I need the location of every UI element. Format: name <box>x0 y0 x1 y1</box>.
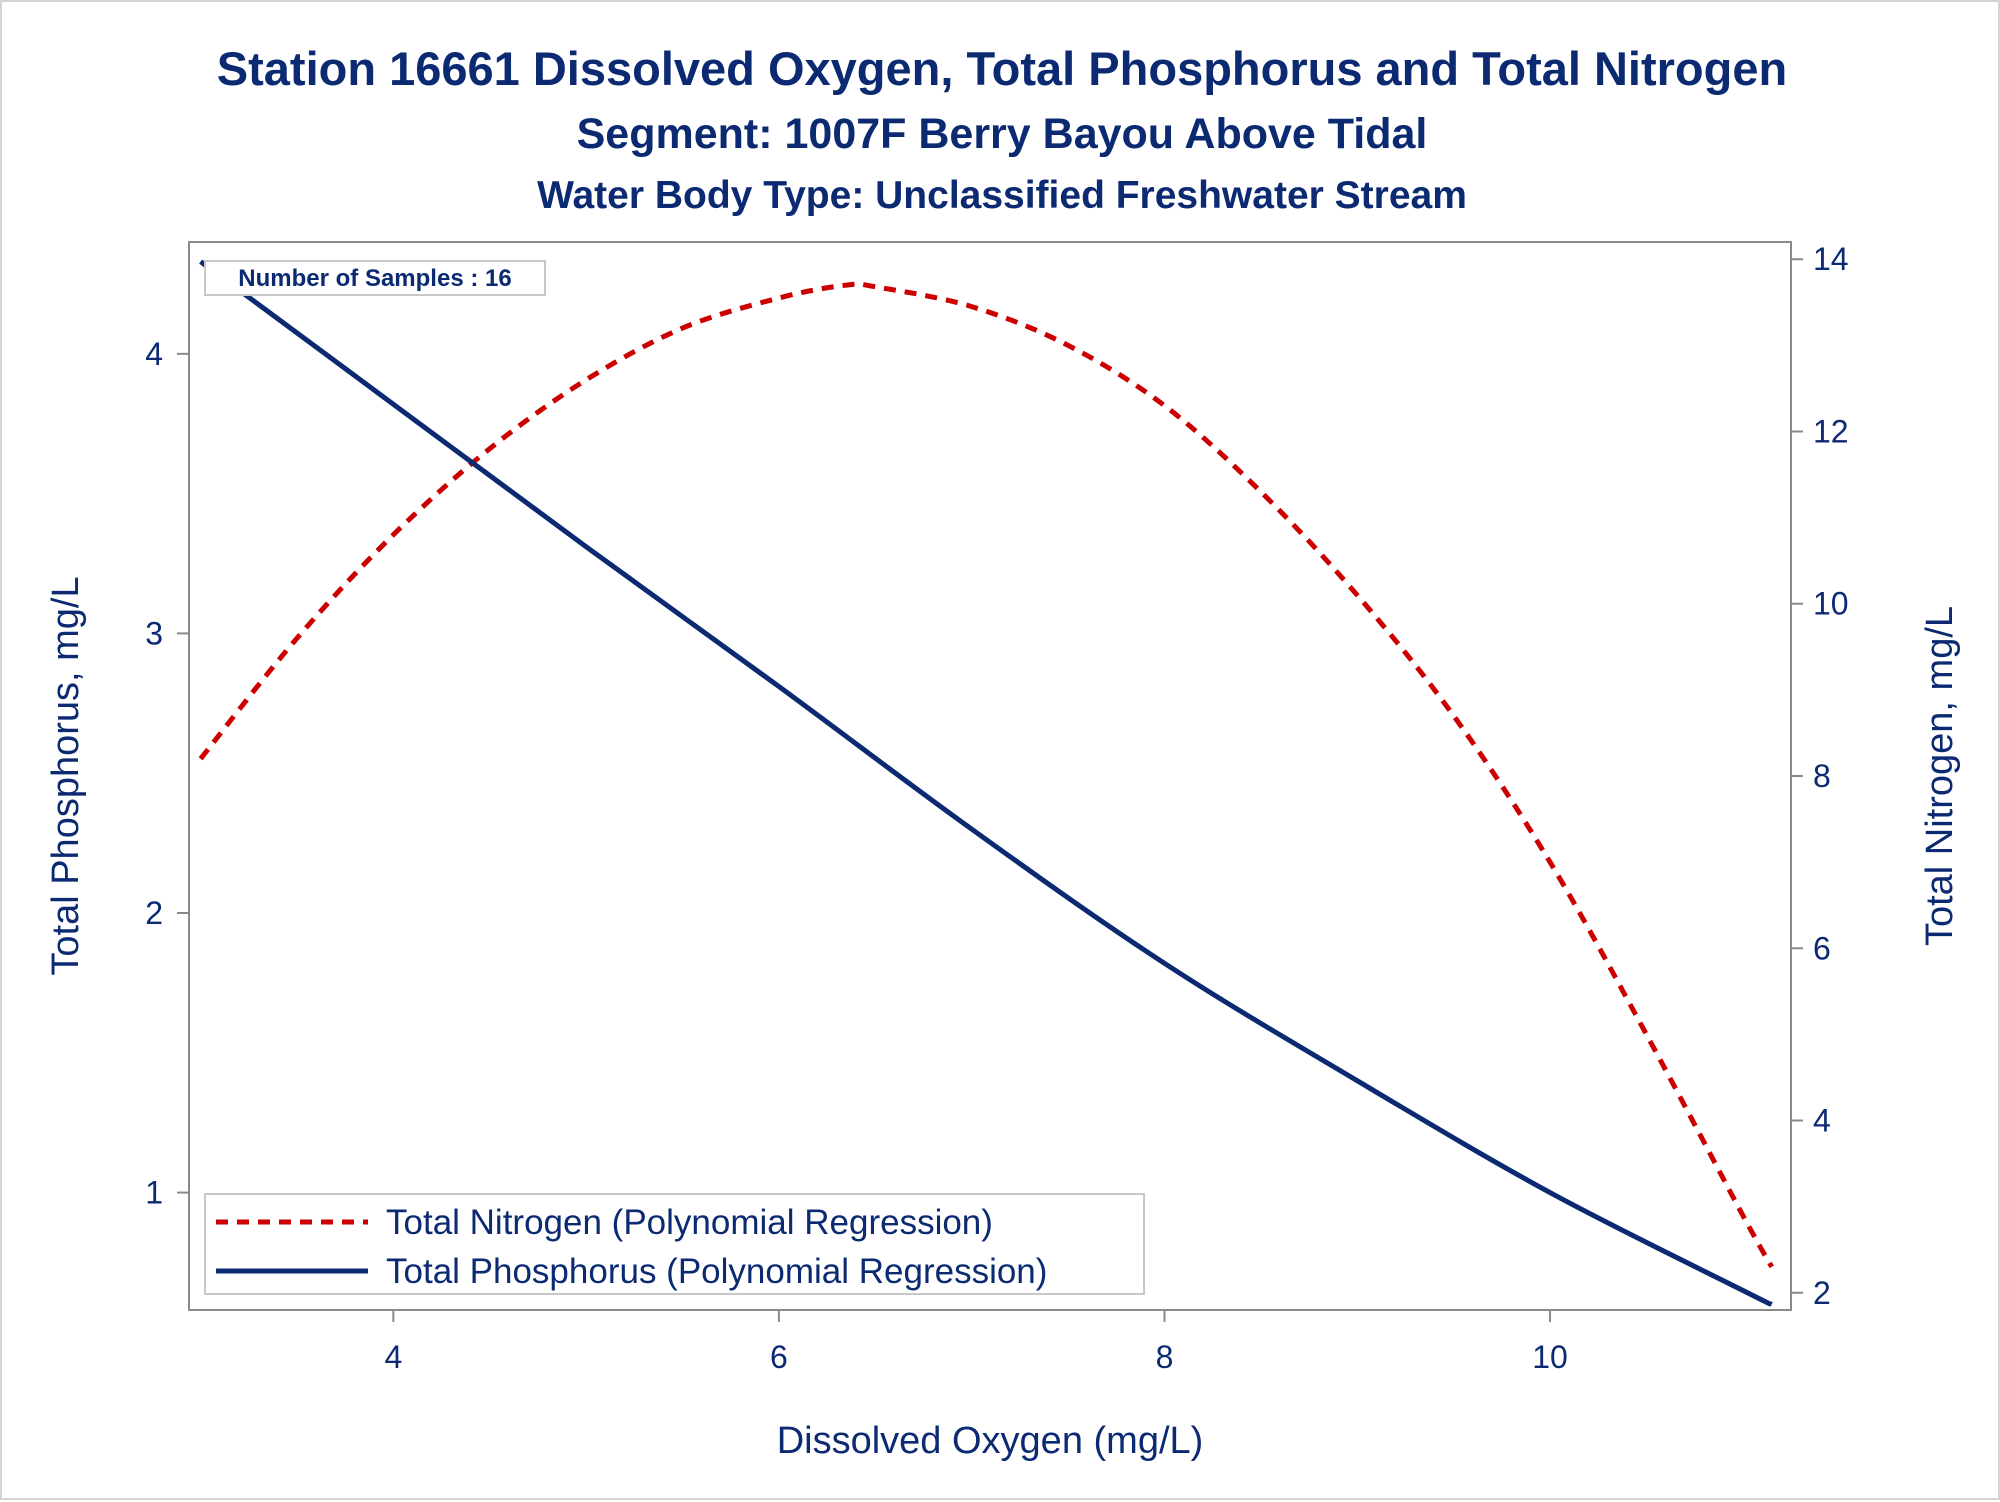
chart-title: Station 16661 Dissolved Oxygen, Total Ph… <box>217 42 1787 95</box>
y-tick-label: 2 <box>145 895 163 931</box>
y2-tick-label: 4 <box>1813 1103 1831 1139</box>
y2-tick-label: 6 <box>1813 930 1831 966</box>
y-axis-ticks: 1 2 3 4 <box>145 336 189 1211</box>
plot-area-frame <box>189 242 1791 1310</box>
x-tick-label: 8 <box>1156 1339 1174 1375</box>
y-tick-label: 3 <box>145 615 163 651</box>
y-axis-label: Total Phosphorus, mg/L <box>45 576 87 975</box>
series-line-total-phosphorus <box>201 262 1772 1305</box>
y2-tick-label: 14 <box>1813 241 1849 277</box>
y-tick-label: 4 <box>145 336 163 372</box>
x-tick-label: 6 <box>770 1339 788 1375</box>
series-layer <box>201 262 1772 1305</box>
y2-tick-label: 12 <box>1813 413 1849 449</box>
y2-tick-label: 2 <box>1813 1275 1831 1311</box>
x-tick-label: 10 <box>1532 1339 1568 1375</box>
x-axis-ticks: 4 6 8 10 <box>384 1310 1567 1375</box>
chart-canvas: Station 16661 Dissolved Oxygen, Total Ph… <box>2 2 2000 1502</box>
y2-tick-label: 8 <box>1813 758 1831 794</box>
sample-count-inset: Number of Samples : 16 <box>205 261 545 295</box>
y-tick-label: 1 <box>145 1175 163 1211</box>
legend-label-phosphorus: Total Phosphorus (Polynomial Regression) <box>386 1252 1047 1291</box>
chart-subtitle-2: Water Body Type: Unclassified Freshwater… <box>537 174 1467 217</box>
y2-axis-label: Total Nitrogen, mg/L <box>1919 606 1961 946</box>
series-line-total-nitrogen <box>201 284 1772 1267</box>
y2-tick-label: 10 <box>1813 586 1849 622</box>
legend-label-nitrogen: Total Nitrogen (Polynomial Regression) <box>386 1203 993 1242</box>
legend: Total Nitrogen (Polynomial Regression) T… <box>205 1194 1144 1294</box>
sample-count-label: Number of Samples : 16 <box>238 265 511 292</box>
x-axis-label: Dissolved Oxygen (mg/L) <box>777 1420 1204 1462</box>
y2-axis-ticks: 2 4 6 8 10 12 14 <box>1791 241 1849 1311</box>
x-tick-label: 4 <box>384 1339 402 1375</box>
chart-subtitle: Segment: 1007F Berry Bayou Above Tidal <box>577 110 1428 158</box>
chart-page: Station 16661 Dissolved Oxygen, Total Ph… <box>0 0 2000 1500</box>
